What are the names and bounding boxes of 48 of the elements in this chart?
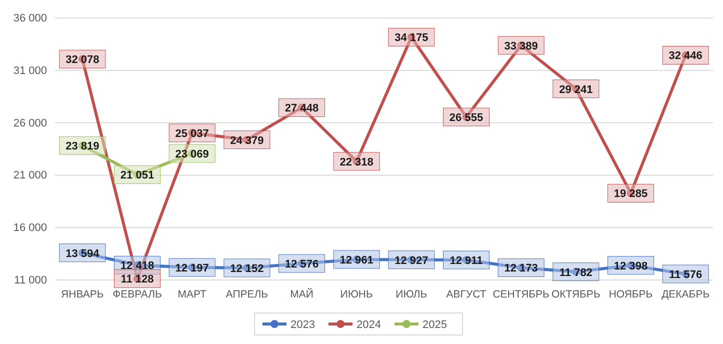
data-label: 11 782: [559, 266, 592, 279]
x-tick-label: АВГУСТ: [446, 288, 487, 300]
data-label: 32 446: [668, 50, 702, 62]
data-label: 21 051: [120, 170, 154, 182]
data-label: 12 911: [450, 254, 483, 267]
data-label: 34 175: [394, 32, 428, 44]
data-label: 12 152: [230, 262, 264, 275]
x-tick-label: МАРТ: [178, 288, 208, 300]
y-tick-label: 36 000: [13, 12, 47, 25]
x-tick-label: ДЕКАБРЬ: [662, 288, 710, 300]
data-label: 13 594: [66, 248, 100, 260]
data-label: 27 448: [284, 102, 319, 115]
data-label: 11 576: [669, 268, 702, 281]
legend-label: 2023: [290, 319, 315, 331]
x-tick-label: АПРЕЛЬ: [226, 288, 268, 300]
data-label: 11 128: [120, 274, 154, 286]
x-tick-label: ЯНВАРЬ: [61, 288, 104, 300]
data-label: 33 389: [504, 40, 538, 52]
data-label: 29 241: [559, 84, 593, 96]
y-tick-label: 16 000: [13, 222, 47, 234]
data-label: 24 379: [230, 134, 264, 147]
y-tick-label: 11 000: [14, 274, 47, 287]
data-label: 23 069: [175, 148, 209, 161]
data-label: 12 173: [504, 262, 538, 275]
x-tick-label: СЕНТЯБРЬ: [492, 288, 550, 300]
x-tick-label: МАЙ: [290, 287, 314, 300]
data-label: 12 197: [175, 262, 209, 274]
legend-label: 2025: [422, 319, 447, 331]
data-label: 32 078: [66, 54, 100, 66]
x-tick-label: ОКТЯБРЬ: [551, 288, 600, 300]
x-tick-label: ИЮЛЬ: [396, 288, 428, 300]
data-label: 25 037: [175, 128, 209, 140]
data-label: 12 961: [340, 254, 374, 266]
y-tick-label: 31 000: [13, 64, 47, 77]
legend-label: 2024: [356, 319, 381, 331]
data-label: 12 418: [120, 260, 154, 272]
y-tick-label: 26 000: [13, 117, 47, 130]
data-label: 23 819: [66, 140, 100, 153]
data-label: 12 398: [614, 260, 648, 272]
data-label: 26 555: [449, 112, 484, 124]
y-tick-label: 21 000: [13, 170, 47, 182]
x-tick-label: ФЕВРАЛЬ: [112, 288, 162, 300]
x-tick-label: НОЯБРЬ: [608, 288, 653, 300]
x-tick-label: ИЮНЬ: [340, 288, 373, 300]
data-label: 22 318: [340, 156, 374, 168]
data-label: 12 576: [284, 258, 319, 270]
data-label: 12 927: [394, 254, 428, 267]
data-label: 19 285: [614, 188, 648, 200]
